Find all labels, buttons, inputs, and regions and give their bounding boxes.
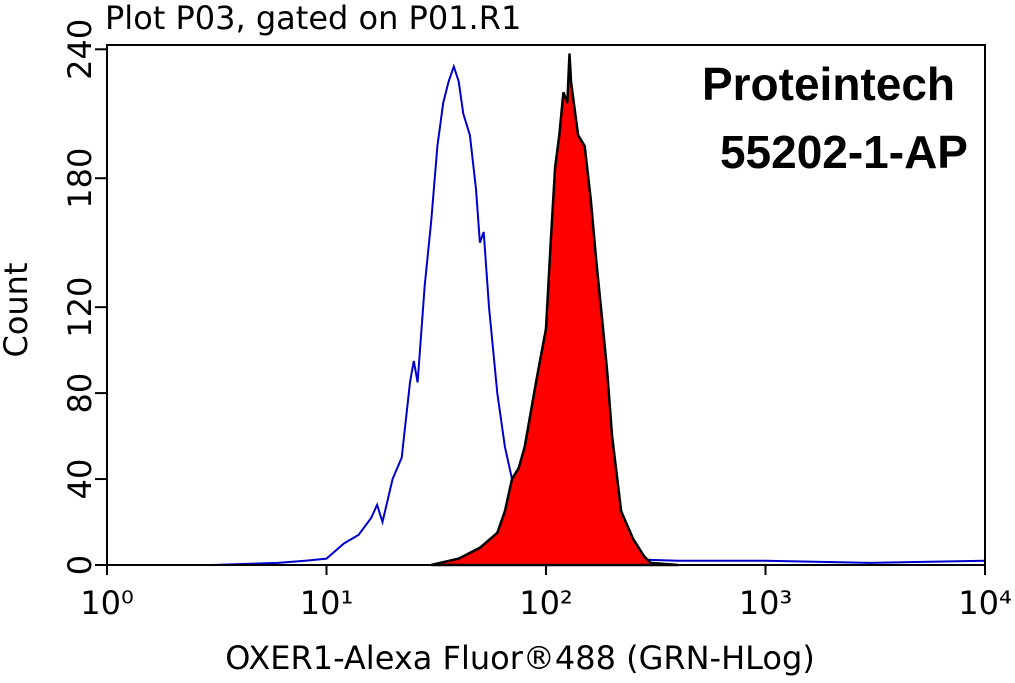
- annotation: 55202-1-AP: [720, 126, 968, 178]
- y-tick-label: 40: [61, 459, 99, 500]
- annotation: Proteintech: [702, 58, 955, 110]
- x-axis-label: OXER1-Alexa Fluor®488 (GRN-HLog): [225, 639, 815, 677]
- histogram-area: [430, 53, 679, 567]
- y-tick-label: 120: [61, 277, 99, 338]
- y-tick-label: 80: [61, 373, 99, 414]
- y-tick-label: 0: [61, 555, 99, 575]
- x-tick-label: 10⁰: [80, 584, 134, 622]
- y-tick-label: 180: [61, 148, 99, 209]
- x-tick-label: 10¹: [300, 584, 354, 622]
- chart-title: Plot P03, gated on P01.R1: [105, 0, 521, 37]
- x-tick-label: 10⁴: [958, 584, 1012, 622]
- x-tick-label: 10³: [739, 584, 793, 622]
- y-tick-label: 240: [61, 19, 99, 80]
- y-axis-label: Count: [0, 262, 35, 357]
- x-tick-label: 10²: [519, 584, 573, 622]
